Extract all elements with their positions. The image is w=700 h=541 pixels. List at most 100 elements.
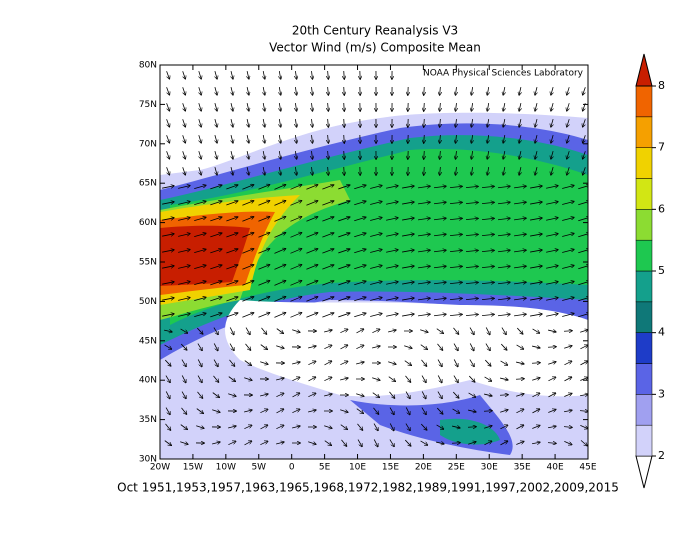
wind-arrow [324, 330, 332, 332]
wind-arrow [386, 186, 398, 189]
wind-arrow [263, 134, 265, 143]
wind-arrow [530, 266, 542, 268]
colorbar-tick-label: 8 [658, 79, 665, 92]
wind-arrow [274, 313, 285, 318]
wind-arrow [433, 282, 446, 283]
wind-arrow [388, 376, 395, 382]
colorbar-tick-label: 7 [658, 141, 665, 154]
wind-arrow [279, 70, 280, 79]
wind-arrow [449, 250, 462, 251]
wind-arrow [328, 102, 329, 111]
wind-arrow [354, 281, 365, 286]
wind-arrow [405, 375, 410, 382]
wind-arrow [164, 440, 171, 446]
wind-arrow [551, 135, 553, 143]
wind-arrow [247, 119, 249, 127]
wind-arrow [228, 441, 235, 446]
wind-arrow [181, 375, 186, 382]
wind-arrow [258, 201, 269, 206]
colorbar-under [635, 455, 653, 489]
wind-arrow [514, 266, 526, 268]
wind-arrow [215, 87, 217, 95]
wind-arrow [338, 265, 349, 270]
wind-arrow [290, 217, 301, 222]
wind-arrow [424, 86, 425, 95]
wind-arrow [274, 201, 285, 206]
wind-arrow [341, 439, 346, 446]
wind-arrow [386, 250, 398, 253]
wind-arrow [338, 185, 349, 190]
wind-arrow [497, 250, 510, 251]
y-tick-label: 45N [139, 336, 157, 346]
wind-arrow [194, 217, 206, 222]
x-tick-label: 30E [481, 463, 498, 473]
wind-arrow [292, 393, 299, 398]
wind-arrow [499, 395, 508, 396]
colorbar-band [635, 332, 653, 364]
wind-arrow [290, 265, 301, 270]
wind-arrow [436, 407, 442, 414]
wind-arrow [194, 297, 206, 302]
wind-arrow [263, 86, 265, 95]
wind-arrow [263, 70, 265, 79]
wind-arrow [532, 393, 539, 398]
wind-arrow [166, 103, 170, 110]
wind-arrow [213, 375, 218, 382]
wind-arrow [388, 330, 396, 332]
wind-arrow [166, 119, 170, 126]
wind-arrow [210, 201, 221, 206]
wind-arrow [564, 377, 571, 382]
wind-arrow [548, 362, 556, 365]
wind-arrow [344, 70, 345, 79]
wind-arrow [292, 329, 300, 333]
wind-arrow [194, 233, 206, 238]
wind-arrow [295, 150, 296, 159]
colorbar-tick-label: 4 [658, 326, 665, 339]
wind-arrow [562, 297, 574, 301]
wind-arrow [328, 118, 329, 127]
wind-arrow [322, 233, 333, 238]
wind-arrow [194, 201, 206, 206]
wind-arrow [449, 266, 462, 267]
x-tick-label: 10E [349, 463, 366, 473]
wind-arrow [405, 391, 410, 399]
wind-arrow [162, 250, 174, 253]
wind-arrow [449, 298, 462, 299]
wind-arrow [258, 185, 269, 190]
wind-arrow [210, 185, 221, 190]
wind-arrow [306, 297, 317, 302]
wind-arrow [562, 217, 574, 221]
wind-arrow [242, 233, 253, 238]
wind-arrow [242, 313, 253, 318]
wind-arrow [324, 377, 331, 382]
wind-arrow [340, 410, 348, 413]
wind-arrow [340, 329, 347, 334]
x-tick-label: 20E [415, 463, 432, 473]
wind-arrow [465, 218, 478, 219]
wind-arrow [274, 265, 285, 270]
wind-arrow [449, 282, 462, 283]
wind-arrow [295, 70, 296, 79]
wind-arrow [456, 150, 457, 159]
wind-arrow [564, 393, 571, 397]
wind-arrow [210, 297, 221, 302]
wind-arrow [580, 345, 587, 350]
wind-arrow [514, 234, 526, 236]
wind-arrow [551, 103, 553, 111]
wind-field [160, 65, 588, 459]
wind-arrow [199, 135, 201, 143]
wind-arrow [386, 314, 398, 317]
colorbar-band [635, 116, 653, 148]
wind-arrow [456, 102, 457, 111]
wind-arrow [532, 346, 540, 348]
wind-arrow [516, 362, 524, 364]
wind-arrow [497, 298, 510, 299]
wind-arrow [260, 394, 268, 396]
wind-arrow [481, 234, 494, 235]
wind-arrow [244, 425, 251, 430]
wind-arrow [338, 297, 349, 302]
wind-arrow [548, 330, 556, 332]
wind-arrow [402, 282, 414, 284]
wind-arrow [372, 378, 380, 381]
colorbar-band [635, 270, 653, 303]
